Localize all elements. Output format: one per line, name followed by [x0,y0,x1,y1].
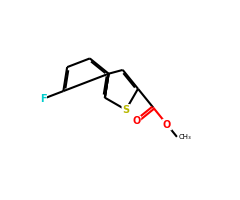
Text: F: F [40,94,46,104]
Text: S: S [122,105,129,115]
Text: CH₃: CH₃ [178,134,191,140]
Text: O: O [163,120,171,130]
Text: O: O [132,116,140,126]
